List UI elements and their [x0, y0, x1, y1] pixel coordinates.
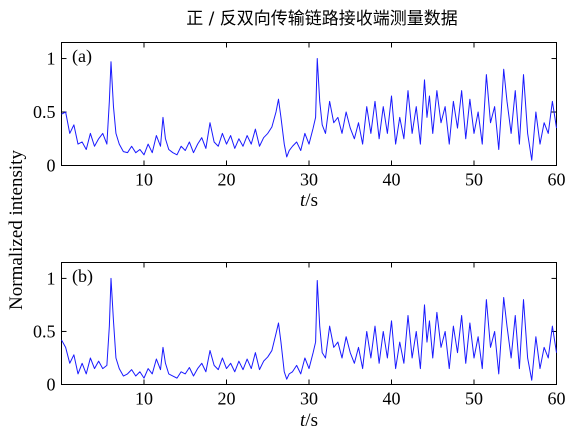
x-tick-label-a-3: 40: [383, 170, 401, 190]
y-tick-label-b-2: 1: [47, 268, 56, 288]
y-tick-labels-a: 00.51: [33, 49, 56, 176]
x-axis-label-var-b: t: [300, 410, 306, 431]
x-tick-label-b-3: 40: [383, 389, 401, 409]
panel-label-a: (a): [72, 46, 92, 67]
x-tick-label-a-4: 50: [465, 170, 483, 190]
x-tick-label-a-2: 30: [300, 170, 318, 190]
x-tick-labels-a: 10 20 30 40 50 60: [135, 170, 566, 190]
panel-a: 00.51 10 20 30 40 50 60 (a) t/s: [33, 42, 566, 211]
x-tick-label-a-5: 60: [548, 170, 566, 190]
x-axis-label-b: t/s: [300, 410, 318, 431]
tick-marks-b: [61, 262, 557, 385]
plot-frame-a: [61, 42, 557, 166]
y-tick-label-a-1: 0.5: [33, 102, 56, 122]
x-tick-label-b-4: 50: [465, 389, 483, 409]
x-tick-label-a-0: 10: [135, 170, 153, 190]
x-tick-label-b-0: 10: [135, 389, 153, 409]
x-tick-label-a-1: 20: [218, 170, 236, 190]
x-tick-labels-b: 10 20 30 40 50 60: [135, 389, 566, 409]
y-tick-labels-b: 00.51: [33, 268, 56, 394]
panel-b: 00.51 10 20 30 40 50 60 (b) t/s: [33, 262, 566, 431]
x-tick-label-b-5: 60: [548, 389, 566, 409]
y-axis-label: Normalized intensity: [6, 150, 27, 310]
y-tick-label-b-1: 0.5: [33, 321, 56, 341]
series-line-b-0: [61, 277, 557, 381]
x-axis-label-unit-b: /s: [305, 410, 318, 431]
y-tick-label-a-0: 0: [47, 156, 56, 176]
series-lines-b: [61, 277, 557, 381]
x-tick-label-b-2: 30: [300, 389, 318, 409]
series-line-a-0: [61, 58, 557, 161]
x-axis-label-var-a: t: [300, 190, 306, 211]
x-tick-label-b-1: 20: [218, 389, 236, 409]
y-tick-label-a-2: 1: [47, 49, 56, 69]
panel-label-b: (b): [72, 266, 93, 287]
series-lines-a: [61, 58, 557, 161]
x-axis-label-a: t/s: [300, 190, 318, 211]
y-tick-label-b-0: 0: [47, 375, 56, 395]
tick-marks-a: [61, 42, 557, 166]
figure-title: 正 / 反双向传输链路接收端测量数据: [186, 9, 458, 29]
x-axis-label-unit-a: /s: [305, 190, 318, 211]
